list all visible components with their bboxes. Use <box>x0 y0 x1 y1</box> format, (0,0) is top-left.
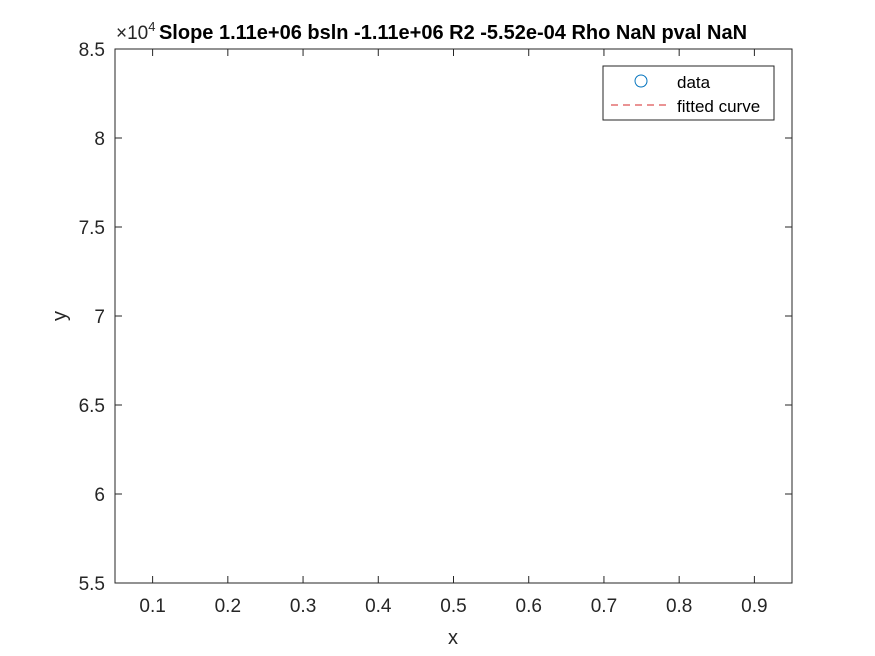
legend: data fitted curve <box>602 65 775 121</box>
y-tick-label: 6 <box>94 485 105 506</box>
x-tick-label: 0.1 <box>139 596 165 617</box>
plot-area <box>114 48 793 584</box>
y-tick-label: 6.5 <box>79 396 105 417</box>
y-tick-label: 5.5 <box>79 574 105 595</box>
y-tick-label: 7 <box>94 307 105 328</box>
x-tick-label: 0.6 <box>516 596 542 617</box>
x-tick-label: 0.2 <box>215 596 241 617</box>
x-axis-label: x <box>448 627 458 649</box>
x-tick-label: 0.9 <box>741 596 767 617</box>
x-tick-label: 0.3 <box>290 596 316 617</box>
x-tick-label: 0.8 <box>666 596 692 617</box>
y-tick-label: 7.5 <box>79 218 105 239</box>
y-axis-label: y <box>49 311 71 321</box>
legend-data-label: data <box>677 73 711 92</box>
legend-data-marker <box>634 74 648 88</box>
y-exponent-label: ×104 <box>116 19 155 44</box>
chart-title: Slope 1.11e+06 bsln -1.11e+06 R2 -5.52e-… <box>159 22 747 44</box>
x-tick-label: 0.7 <box>591 596 617 617</box>
y-tick-label: 8 <box>94 129 105 150</box>
legend-fitted-curve-label: fitted curve <box>677 97 760 116</box>
y-tick-label: 8.5 <box>79 40 105 61</box>
x-tick-label: 0.4 <box>365 596 392 617</box>
x-axis: 0.1 0.2 0.3 0.4 0.5 0.6 0.7 0.8 0.9 <box>139 49 768 617</box>
y-axis: 5.5 6 6.5 7 7.5 8 8.5 <box>79 40 792 595</box>
legend-box <box>602 65 775 121</box>
x-tick-label: 0.5 <box>440 596 466 617</box>
